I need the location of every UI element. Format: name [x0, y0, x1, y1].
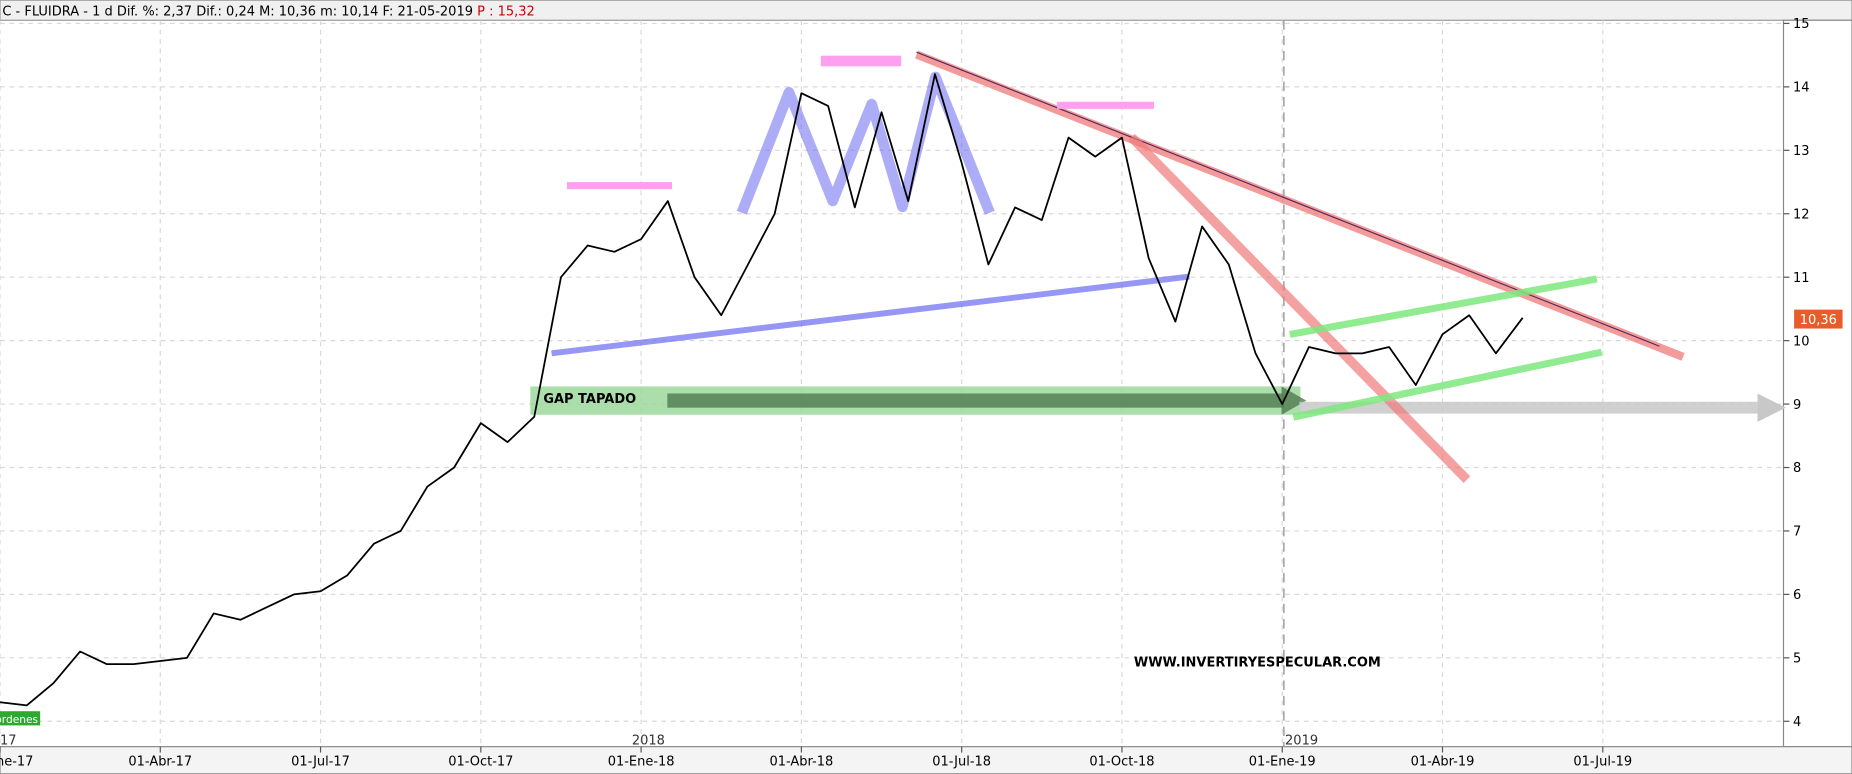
y-tick-label: 6 — [1793, 588, 1801, 603]
header-info: C - FLUIDRA - 1 d Dif. %: 2,37 Dif.: 0,2… — [2, 5, 473, 20]
x-tick-label: 01-Ene-18 — [608, 755, 675, 770]
x-tick-label: 01-Jul-19 — [1573, 755, 1632, 770]
x-tick-label: 01-Abr-18 — [770, 755, 834, 770]
price-tag — [1794, 309, 1843, 329]
gap-label: GAP TAPADO — [543, 392, 636, 407]
y-axis-panel — [1782, 19, 1852, 748]
y-tick-label: 11 — [1793, 271, 1810, 286]
y-tick-label: 12 — [1793, 207, 1810, 222]
axes: 4 5 6 7 8 9 10 11 12 13 14 15 01-Ene-17 01-Abr-17 01-J… — [0, 17, 1810, 770]
fast-trend — [1128, 133, 1471, 484]
top-marker — [566, 182, 673, 190]
price-line — [0, 73, 1524, 707]
y-tick-label: 10 — [1793, 334, 1810, 349]
x-tick-label: 01-Ene-19 — [1249, 755, 1316, 770]
overlays — [530, 50, 1786, 484]
x-tick-label: 01-Ene-17 — [0, 755, 33, 770]
header-text: C - FLUIDRA - 1 d Dif. %: 2,37 Dif.: 0,2… — [2, 5, 534, 20]
header-p: P : 15,32 — [477, 5, 535, 20]
x-axis-panel — [0, 746, 1852, 774]
series-layer — [0, 73, 1524, 707]
x-tick-label: 01-Jul-17 — [291, 755, 350, 770]
y-tick-label: 8 — [1793, 461, 1801, 476]
left-label: 17 — [0, 733, 17, 748]
top-marker — [1057, 101, 1154, 109]
x-tick-label: 01-Abr-19 — [1411, 755, 1475, 770]
y-tick-label: 13 — [1793, 144, 1810, 159]
x-tick-label: 01-Abr-17 — [128, 755, 192, 770]
y-tick-label: 9 — [1793, 398, 1801, 413]
gap-arrow-body — [667, 393, 1284, 408]
channel-bottom — [1292, 348, 1603, 421]
channel-top — [1289, 275, 1598, 338]
y-tick-label: 14 — [1793, 81, 1810, 96]
year-label: 2018 — [632, 733, 665, 748]
orders-tag — [0, 711, 41, 726]
x-tick-label: 01-Oct-17 — [448, 755, 513, 770]
resistance-line — [915, 50, 1685, 361]
y-tick-label: 4 — [1793, 715, 1801, 730]
year-label: 2019 — [1285, 733, 1318, 748]
resistance-thin — [916, 51, 1660, 347]
y-tick-label: 15 — [1793, 17, 1810, 32]
orders-label: ordenes — [0, 713, 39, 726]
x-tick-label: 01-Jul-18 — [932, 755, 991, 770]
watermark: WWW.INVERTIRYESPECULAR.COM — [1134, 655, 1381, 670]
y-tick-label: 5 — [1793, 652, 1801, 667]
price-tag-label: 10,36 — [1800, 313, 1837, 328]
x-tick-label: 01-Oct-18 — [1089, 755, 1154, 770]
support-arrow-head — [1757, 393, 1786, 422]
neckline — [551, 273, 1190, 357]
top-marker — [820, 55, 902, 67]
y-tick-label: 7 — [1793, 525, 1801, 540]
